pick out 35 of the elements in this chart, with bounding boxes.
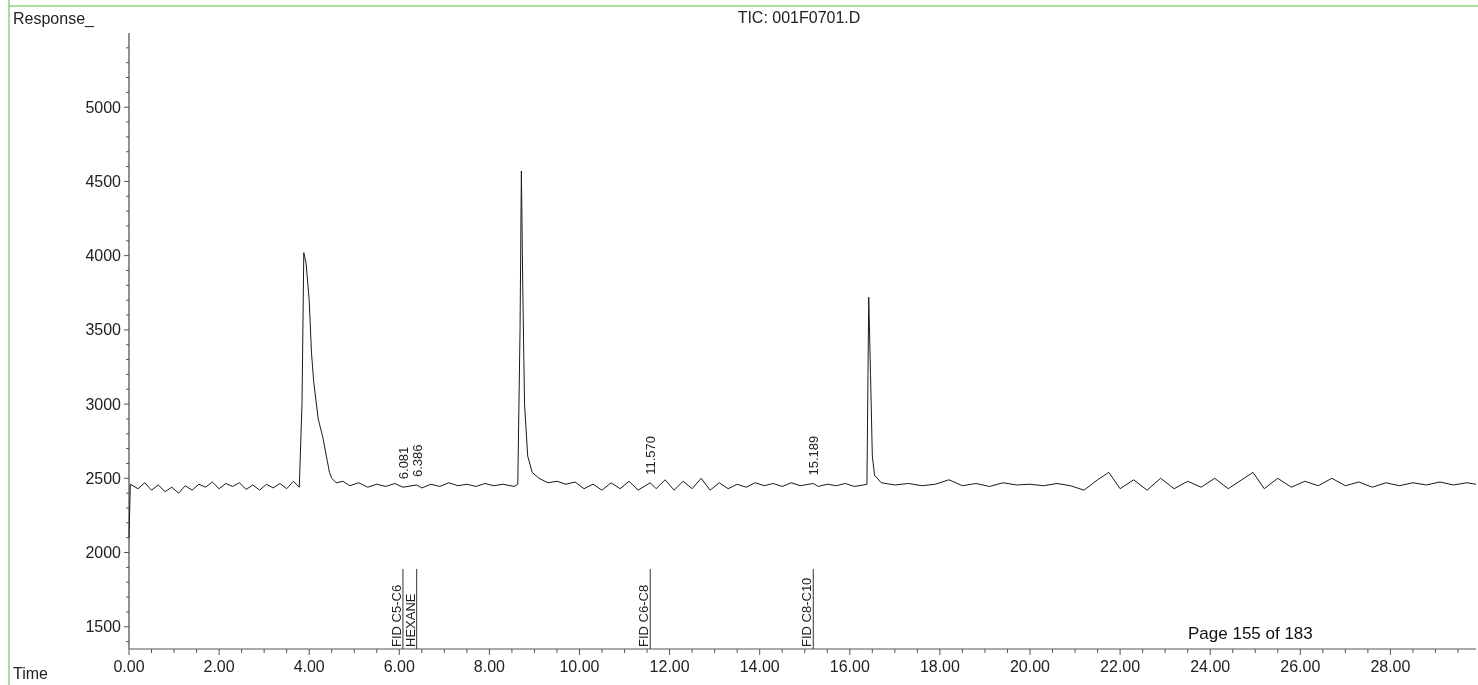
x-tick-label: 8.00 bbox=[473, 658, 506, 675]
y-axis-title: Response_ bbox=[13, 10, 96, 28]
annotation: 15.189 bbox=[806, 435, 822, 476]
x-tick-label: 16.00 bbox=[829, 658, 870, 675]
x-tick-label: 12.00 bbox=[649, 658, 690, 675]
annotation: Page 155 of 183 bbox=[1188, 624, 1313, 643]
x-tick-label: 14.00 bbox=[739, 658, 780, 675]
y-tick-label: 2500 bbox=[85, 469, 122, 487]
x-axis-title: Time bbox=[13, 665, 49, 682]
x-tick-label: 0.00 bbox=[113, 658, 145, 675]
y-tick-label: 3000 bbox=[85, 395, 122, 413]
ref-line-label: FID C6-C8 bbox=[636, 584, 652, 647]
x-tick-label: 26.00 bbox=[1280, 658, 1321, 675]
annotation: 6.386 bbox=[409, 444, 425, 477]
x-tick-label: 2.00 bbox=[203, 658, 235, 675]
annotation: 11.570 bbox=[643, 435, 659, 475]
y-tick-label: 4500 bbox=[85, 173, 122, 191]
y-tick-label: 4000 bbox=[85, 247, 122, 265]
x-tick-label: 20.00 bbox=[1009, 658, 1051, 675]
x-tick-label: 4.00 bbox=[293, 658, 325, 675]
annotation: 6.081 bbox=[395, 446, 411, 480]
y-tick-label: 2000 bbox=[85, 544, 122, 562]
x-tick-label: 6.00 bbox=[383, 658, 415, 675]
ref-line-label: FID C8-C10 bbox=[799, 577, 815, 647]
x-tick-label: 22.00 bbox=[1100, 658, 1141, 675]
x-tick-label: 24.00 bbox=[1190, 658, 1231, 675]
ref-line-label: HEXANE bbox=[402, 593, 418, 647]
x-tick-label: 28.00 bbox=[1370, 658, 1411, 675]
y-tick-label: 3500 bbox=[85, 321, 122, 339]
x-tick-label: 10.00 bbox=[559, 658, 600, 675]
x-tick-label: 18.00 bbox=[919, 658, 961, 675]
y-tick-label: 5000 bbox=[85, 98, 122, 116]
ref-line-label: FID C5-C6 bbox=[388, 584, 404, 647]
y-tick-label: 1500 bbox=[85, 618, 122, 636]
chart-title: TIC: 001F0701.D bbox=[737, 9, 861, 26]
